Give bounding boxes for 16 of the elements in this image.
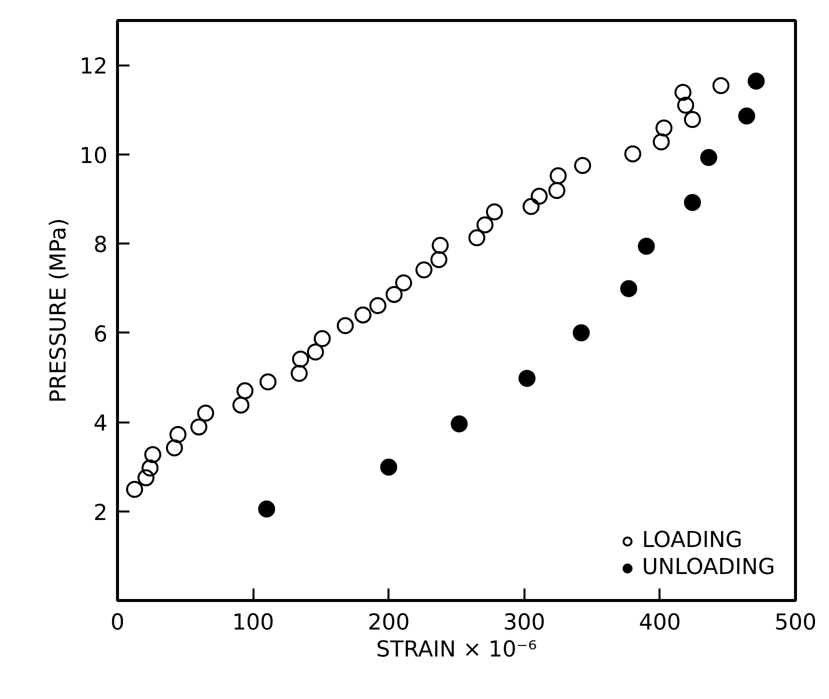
y-tick-label: 10 xyxy=(80,144,108,169)
legend-label: LOADING xyxy=(642,528,742,553)
y-tick-label: 12 xyxy=(80,54,108,80)
x-tick-label: 300 xyxy=(503,610,546,636)
x-tick-label: 500 xyxy=(774,610,817,636)
y-tick-label: 8 xyxy=(94,233,108,258)
x-tick-label: 100 xyxy=(232,610,274,636)
legend-label: UNLOADING xyxy=(642,555,775,580)
x-tick-label: 200 xyxy=(368,610,410,636)
y-tick-label: 4 xyxy=(94,412,108,437)
x-tick-label: 0 xyxy=(110,610,124,636)
y-axis-title: PRESSURE (MPa) xyxy=(46,218,72,403)
y-tick-label: 6 xyxy=(94,322,108,348)
y-tick-label: 2 xyxy=(94,500,108,526)
x-axis-title: STRAIN × 10⁻⁶ xyxy=(376,638,537,662)
x-tick-label: 400 xyxy=(638,610,681,636)
